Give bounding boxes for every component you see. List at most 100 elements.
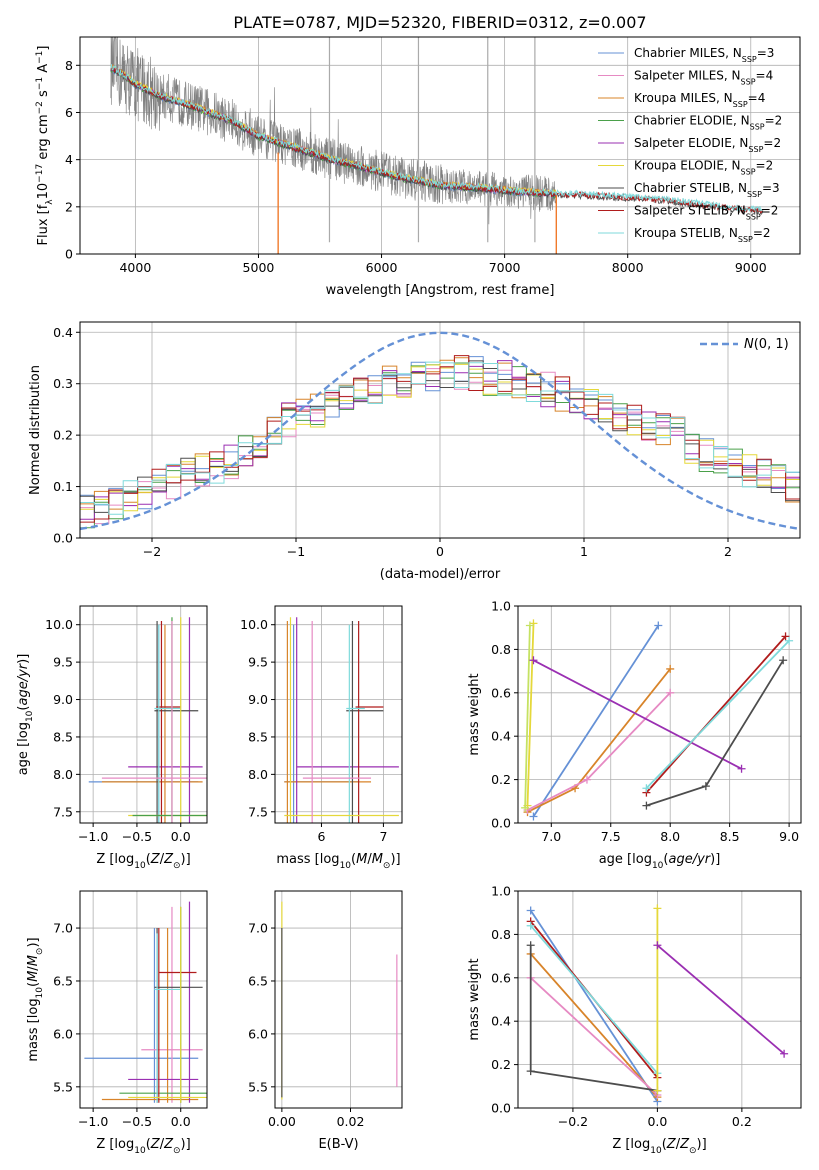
y-tick-label: 6.5 [248, 973, 268, 988]
x-axis-label: Z [log10(Z/Z⊙)] [96, 852, 190, 871]
weight-line-krou_stelib [645, 640, 790, 789]
weight-line-krou_miles [530, 953, 659, 1098]
weight-marker-krou_stelib [642, 784, 651, 793]
panel-mass_z: −1.0 −0.5 0.0 5.5 6.0 6.5 7.0 Z [log10(Z/Z⊙)] ma… [26, 890, 208, 1156]
y-tick-label: 9.0 [53, 692, 73, 707]
y-tick-label: 0.1 [53, 479, 73, 494]
x-tick-label: 7000 [489, 260, 521, 275]
legend-label-chab_miles: Chabrier MILES, NSSP=3 [634, 46, 774, 64]
legend-label-krou_miles: Kroupa MILES, NSSP=4 [634, 91, 765, 109]
x-tick-label: 0.0 [171, 1114, 191, 1129]
plot-area [110, 37, 764, 254]
grid [80, 606, 207, 823]
weight-marker-chab_miles [529, 812, 538, 821]
x-axis-label: wavelength [Angstrom, rest frame] [326, 283, 555, 298]
x-tick-label: 0.0 [171, 829, 191, 844]
grid [80, 891, 207, 1108]
weight-line-krou_elodie [526, 623, 535, 806]
x-tick-label: −1.0 [78, 1114, 108, 1129]
y-tick-label: 0.4 [53, 325, 73, 340]
panel-residuals: −2 −1 0 1 2 0.0 0.1 0.2 0.3 0.4 N(0, 1) (data-model… [28, 321, 801, 582]
plot-area [521, 619, 794, 821]
weight-marker-chab_miles [654, 621, 663, 630]
weight-marker-chab_stelib [701, 782, 710, 791]
weight-marker-krou_elodie [653, 904, 662, 913]
y-tick-label: 2 [65, 199, 73, 214]
weight-line-salp_miles [530, 977, 659, 1096]
weight-marker-salp_elodie [653, 941, 662, 950]
x-tick-label: 5000 [243, 260, 275, 275]
y-axis-label: mass weight [467, 673, 482, 755]
y-tick-label: 0.0 [491, 1101, 511, 1116]
y-tick-label: 5.5 [53, 1079, 73, 1094]
weight-marker-chab_stelib [779, 656, 788, 665]
y-tick-label: 7.5 [248, 804, 268, 819]
weight-marker-krou_stelib [526, 921, 535, 930]
x-tick-label: 6000 [366, 260, 398, 275]
x-tick-label: 7.0 [541, 829, 561, 844]
legend-label-salp_miles: Salpeter MILES, NSSP=4 [634, 69, 773, 87]
x-axis-label: Z [log10(Z/Z⊙)] [96, 1137, 190, 1156]
y-tick-label: 0.2 [491, 772, 511, 787]
y-tick-label: 0.2 [491, 1057, 511, 1072]
x-tick-label: 9.0 [779, 829, 799, 844]
weight-marker-krou_stelib [785, 636, 794, 645]
weight-marker-salp_elodie [529, 656, 538, 665]
y-tick-label: 0.8 [491, 642, 511, 657]
x-tick-label: −0.2 [558, 1114, 588, 1129]
weight-line-salp_stelib [645, 635, 787, 794]
legend-label-krou_stelib: Kroupa STELIB, NSSP=2 [634, 226, 771, 244]
histogram-chab_stelib [80, 360, 800, 513]
y-tick-label: 8.0 [248, 767, 268, 782]
x-tick-label: −2 [143, 544, 161, 559]
weight-marker-salp_stelib [781, 632, 790, 641]
legend: Chabrier MILES, NSSP=3 Salpeter MILES, NS… [598, 46, 782, 244]
figure-title: PLATE=0787, MJD=52320, FIBERID=0312, z=0… [233, 13, 646, 32]
weight-marker-chab_stelib [526, 941, 535, 950]
weight-line-salp_elodie [656, 944, 785, 1055]
weight-line-krou_stelib [530, 925, 659, 1074]
x-tick-label: −0.5 [122, 1114, 152, 1129]
x-tick-label: −1 [287, 544, 305, 559]
panel-spectrum: 4000 5000 6000 7000 8000 9000 0 2 4 6 8 wavelength … [35, 36, 801, 298]
y-tick-label: 9.0 [248, 692, 268, 707]
weight-marker-lime [521, 803, 530, 812]
legend-label-chab_stelib: Chabrier STELIB, NSSP=3 [634, 181, 780, 199]
x-tick-label: −0.5 [122, 829, 152, 844]
legend-label-salp_stelib: Salpeter STELIB, NSSP=2 [634, 204, 778, 222]
x-tick-label: 0.2 [732, 1114, 752, 1129]
x-axis-label: mass [log10(M/M⊙)] [276, 852, 400, 871]
y-tick-label: 0.3 [53, 376, 73, 391]
y-tick-label: 8.5 [248, 729, 268, 744]
y-tick-label: 10.0 [240, 617, 268, 632]
observed-spectrum [110, 37, 557, 225]
axes-frame [79, 890, 208, 1109]
panel-age_z: −1.0 −0.5 0.0 7.5 8.0 8.5 9.0 9.5 10.0 Z [log10(Z… [16, 605, 208, 871]
grid [518, 605, 801, 824]
y-tick-label: 4 [65, 152, 73, 167]
axes-frame [274, 890, 403, 1109]
weight-marker-lime [525, 621, 534, 630]
panel-weight_age: 7.0 7.5 8.0 8.5 9.0 0.0 0.2 0.4 0.6 0.8 1.0 mass we… [467, 599, 802, 871]
x-tick-label: 4000 [119, 260, 151, 275]
legend-label-salp_elodie: Salpeter ELODIE, NSSP=2 [634, 136, 781, 154]
weight-line-chab_miles [529, 910, 659, 1102]
y-tick-label: 0 [65, 247, 73, 262]
y-tick-label: 6.0 [248, 1026, 268, 1041]
y-axis-label: age [log10(age/yr)] [16, 654, 35, 776]
y-tick-label: 0.0 [491, 816, 511, 831]
weight-marker-salp_elodie [737, 764, 746, 773]
weight-marker-chab_stelib [642, 801, 651, 810]
x-tick-label: 6 [317, 829, 325, 844]
y-tick-label: 0.6 [491, 970, 511, 985]
weight-marker-salp_elodie [780, 1049, 789, 1058]
weight-line-lime [524, 625, 531, 808]
panel-mass_ebv: 0.00 0.02 5.5 6.0 6.5 7.0 E(B-V) [248, 890, 403, 1152]
y-tick-label: 5.5 [248, 1079, 268, 1094]
histogram-salp_elodie [80, 360, 800, 520]
x-tick-label: 0 [436, 544, 444, 559]
x-tick-label: 0.0 [647, 1114, 667, 1129]
x-tick-label: 8.5 [720, 829, 740, 844]
x-tick-label: 1 [580, 544, 588, 559]
x-tick-label: 0.02 [337, 1114, 365, 1129]
